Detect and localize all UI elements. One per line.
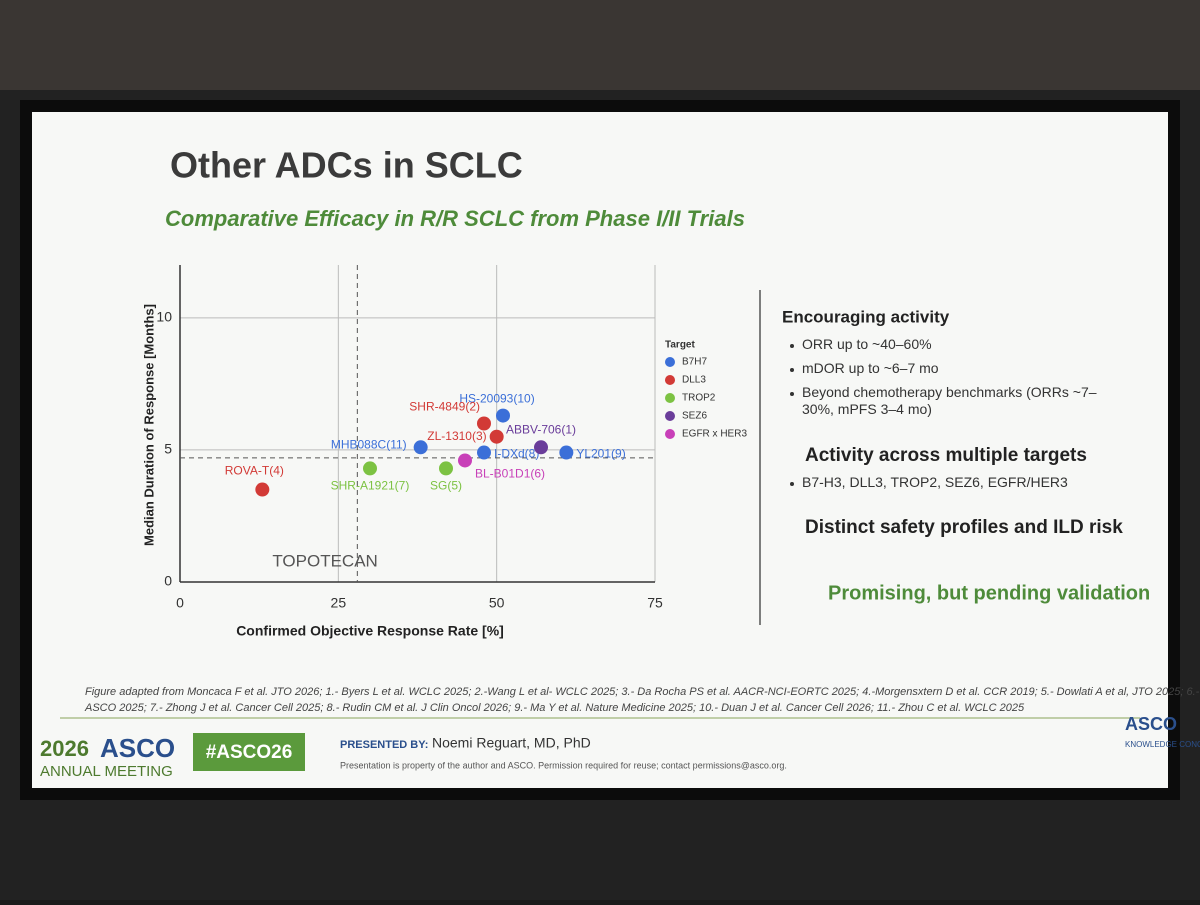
logo-tag: KNOWLEDGE CONQUERS CANCER [1125,740,1200,749]
point-label: YL201(9) [576,447,625,461]
bullet: ORR up to ~40–60% [802,336,932,352]
x-tick-label: 75 [647,595,663,611]
bullet-dot [790,392,794,396]
point [413,440,428,455]
bullet: mDOR up to ~6–7 mo [802,360,939,376]
legend-swatch [665,375,675,385]
logo: ASCO [1125,714,1177,734]
presented-by-label: PRESENTED BY: [340,739,428,751]
panel-heading: Distinct safety profiles and ILD risk [805,517,1123,538]
y-tick-label: 0 [164,573,172,589]
bullet-dot [790,482,794,486]
point-label: SHR-A1921(7) [331,479,410,493]
point-label: I-DXd(8) [494,447,539,461]
point-label: MHB088C(11) [331,437,407,451]
point [477,445,491,460]
point [559,445,574,460]
legend-label: EGFR x HER3 [682,429,747,440]
bullet-dot [790,368,794,372]
ceiling [0,0,1200,90]
legend-swatch [665,393,675,403]
point [496,408,510,423]
conclusion: Promising, but pending validation [828,582,1150,604]
reference-label: TOPOTECAN [272,551,377,570]
legend-swatch [665,429,675,439]
panel: Encouraging activity ORR up to ~40–60% mDO… [782,307,1150,604]
legend-label: TROP2 [682,393,716,404]
point-label: BL-B01D1(6) [475,467,545,481]
y-axis-label: Median Duration of Response [Months] [141,304,156,546]
reference-line: ASCO 2025; 7.- Zhong J et al. Cancer Cel… [84,702,1025,714]
bullet: Beyond chemotherapy benchmarks (ORRs ~7–… [802,384,1097,417]
point-label: SG(5) [430,479,462,493]
legend-title: Target [665,340,695,351]
bullet-box: ORR up to ~40–60% [802,336,932,352]
legend-label: B7H7 [682,357,707,368]
bullet: B7-H3, DLL3, TROP2, SEZ6, EGFR/HER3 [802,474,1068,490]
bullet-box: Beyond chemotherapy benchmarks (ORRs ~7–… [802,384,1097,417]
point-label: ABBV-706(1) [506,422,576,436]
x-tick-label: 50 [489,595,505,611]
hashtag: #ASCO26 [206,742,293,763]
x-axis-label: Confirmed Objective Response Rate [%] [236,623,504,639]
slide-subtitle: Comparative Efficacy in R/R SCLC from Ph… [165,206,745,231]
point [458,453,472,468]
slide-title: Other ADCs in SCLC [170,145,523,186]
legend-swatch [665,357,675,367]
x-tick-label: 0 [176,595,184,611]
legend-swatch [665,411,675,421]
meeting-name: ANNUAL MEETING [40,763,173,780]
point-label: ZL-1310(3) [427,429,486,443]
reference-line: Figure adapted from Moncaca F et al. JTO… [85,686,1200,698]
point [489,429,504,444]
panel-heading: Activity across multiple targets [805,445,1087,466]
point-label: ROVA-T(4) [225,464,284,478]
point [534,440,548,455]
presenter: Noemi Reguart, MD, PhD [432,735,591,751]
hashtag-box [193,733,305,771]
point [363,461,377,476]
notice: Presentation is property of the author a… [340,760,787,770]
meeting-year: 2026 [40,736,89,761]
bullet-box: mDOR up to ~6–7 mo [802,360,939,376]
point-label: HS-20093(10) [459,392,534,406]
y-tick-label: 10 [156,309,172,325]
point [439,461,453,476]
legend-label: DLL3 [682,375,706,386]
bullet-dot [790,344,794,348]
point [255,482,270,497]
y-tick-label: 5 [164,441,172,457]
point [477,416,491,431]
bullet-box: B7-H3, DLL3, TROP2, SEZ6, EGFR/HER3 [802,474,1068,490]
meeting-brand: ASCO [100,733,175,763]
point-label: SHR-4849(2) [409,400,480,414]
legend-label: SEZ6 [682,411,707,422]
x-tick-label: 25 [331,595,347,611]
panel-heading: Encouraging activity [782,307,950,326]
